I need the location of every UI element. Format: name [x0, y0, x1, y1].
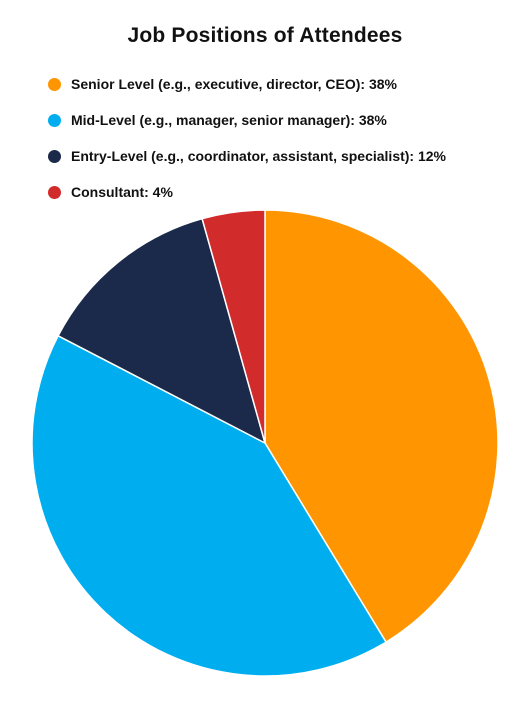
pie-slice-consultant	[201, 209, 266, 444]
legend-swatch-entry-level	[48, 149, 61, 163]
legend-swatch-consultant	[48, 185, 61, 199]
legend-label-senior-level: Senior Level (e.g., executive, director,…	[71, 76, 398, 92]
legend-swatch-mid-level	[48, 113, 61, 127]
pie-slice-mid-level	[31, 334, 388, 677]
legend-swatch-senior-level	[48, 77, 61, 91]
legend-item-mid-level: Mid-Level (e.g., manager, senior manager…	[48, 102, 518, 138]
legend-label-mid-level: Mid-Level (e.g., manager, senior manager…	[71, 112, 387, 128]
pie-slice-entry-level	[57, 217, 267, 445]
chart-title: Job Positions of Attendees	[127, 24, 403, 47]
legend: Senior Level (e.g., executive, director,…	[48, 66, 518, 210]
legend-item-entry-level: Entry-Level (e.g., coordinator, assistan…	[48, 138, 518, 174]
pie-slice-senior-level	[264, 209, 499, 644]
legend-item-senior-level: Senior Level (e.g., executive, director,…	[48, 66, 518, 102]
legend-label-entry-level: Entry-Level (e.g., coordinator, assistan…	[71, 148, 447, 164]
legend-label-consultant: Consultant: 4%	[71, 184, 173, 200]
legend-item-consultant: Consultant: 4%	[48, 174, 518, 210]
